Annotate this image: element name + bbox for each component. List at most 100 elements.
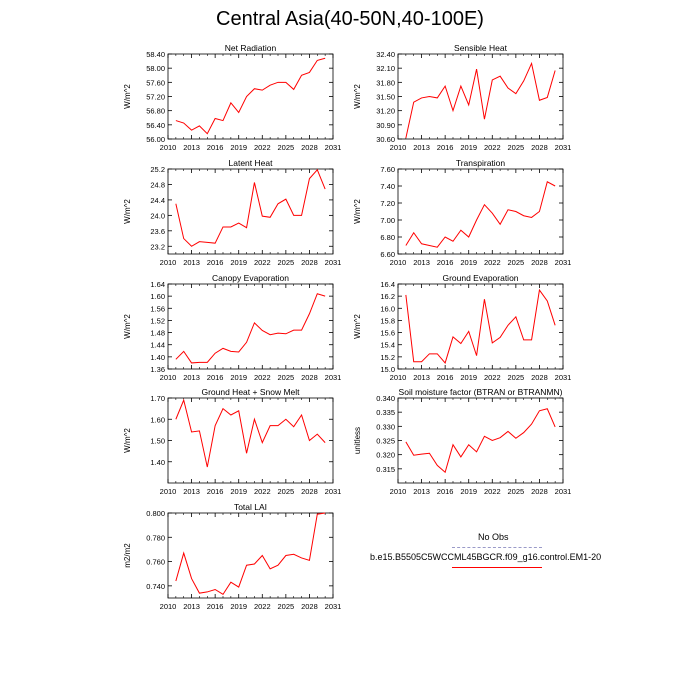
panel-9-series-line (175, 512, 326, 596)
panel-9-frame (167, 512, 334, 599)
panel-7-ytick-label: 1.60 (150, 415, 165, 424)
panel-3-series-line (175, 168, 326, 247)
panel-8-xtick-label: 2022 (484, 487, 501, 496)
panel-6-ytick-label: 16.2 (380, 292, 395, 301)
panel-4-ytick-label: 7.40 (380, 182, 395, 191)
panel-8-ytick-label: 0.325 (376, 437, 395, 446)
panel-6-frame (397, 283, 564, 370)
panel-6-xtick-label: 2019 (460, 373, 477, 382)
panel-8-series-line (405, 408, 556, 474)
panel-1-ytick-label: 56.00 (146, 135, 165, 144)
panel-3-xtick-label: 2022 (254, 258, 271, 267)
panel-5-ytick-label: 1.64 (150, 280, 165, 289)
panel-7-ytick-label: 1.40 (150, 458, 165, 467)
panel-6-title: Ground Evaporation (442, 273, 518, 283)
panel-5-xtick-label: 2031 (325, 373, 342, 382)
panel-2-ytick-label: 31.80 (376, 78, 395, 87)
panel-9-ytick-label: 0.740 (146, 582, 165, 591)
panel-7-ylabel: W/m^2 (123, 428, 132, 453)
panel-7-xtick-label: 2022 (254, 487, 271, 496)
panel-6-xtick-label: 2025 (508, 373, 525, 382)
panel-8-frame (397, 397, 564, 484)
panel-5-xtick-label: 2028 (301, 373, 318, 382)
panel-4-title: Transpiration (456, 158, 506, 168)
panel-9-title: Total LAI (234, 502, 267, 512)
panel-2-ytick-label: 31.50 (376, 93, 395, 102)
legend-model-label: b.e15.B5505C5WCCML45BGCR.f09_g16.control… (370, 552, 602, 562)
panel-2-ylabel: W/m^2 (353, 84, 362, 109)
panel-3-ytick-label: 23.6 (150, 227, 165, 236)
panel-1-ytick-label: 58.00 (146, 64, 165, 73)
panel-1-title: Net Radiation (225, 43, 277, 53)
panel-6-ytick-label: 16.0 (380, 304, 395, 313)
panel-6-ytick-label: 16.4 (380, 280, 395, 289)
panel-6-xtick-label: 2010 (390, 373, 407, 382)
panel-5-frame (167, 283, 334, 370)
legend-obs-label: No Obs (478, 532, 509, 542)
panel-1-frame (167, 53, 334, 140)
panel-2-xtick-label: 2013 (413, 143, 430, 152)
panel-7-xtick-label: 2010 (160, 487, 177, 496)
panel-7-xtick-label: 2031 (325, 487, 342, 496)
figure-title: Central Asia(40-50N,40-100E) (216, 8, 484, 30)
panel-2-title: Sensible Heat (454, 43, 508, 53)
panel-1-ytick-label: 57.60 (146, 78, 165, 87)
panel-9-ytick-label: 0.800 (146, 509, 165, 518)
panel-1-xtick-label: 2022 (254, 143, 271, 152)
panel-6-ytick-label: 15.6 (380, 329, 395, 338)
panel-4-ytick-label: 6.60 (380, 250, 395, 259)
panel-5-ytick-label: 1.56 (150, 304, 165, 313)
panel-4-xtick-label: 2016 (437, 258, 454, 267)
panel-2-xtick-label: 2025 (508, 143, 525, 152)
panel-5-xtick-label: 2013 (183, 373, 200, 382)
legend-model-line (452, 567, 542, 568)
panel-5-series-line (175, 293, 326, 364)
panel-8-xtick-label: 2028 (531, 487, 548, 496)
panel-3-xtick-label: 2028 (301, 258, 318, 267)
panel-4-series-line (405, 181, 556, 248)
panel-8-xtick-label: 2019 (460, 487, 477, 496)
panel-7-frame (167, 397, 334, 484)
panel-6-ytick-label: 15.8 (380, 316, 395, 325)
panel-8-xtick-label: 2013 (413, 487, 430, 496)
legend-obs-line (452, 547, 542, 548)
panel-8-ytick-label: 0.315 (376, 465, 395, 474)
panel-8-xtick-label: 2016 (437, 487, 454, 496)
panel-6-xtick-label: 2031 (555, 373, 572, 382)
panel-6-xtick-label: 2016 (437, 373, 454, 382)
panel-1-ytick-label: 57.20 (146, 93, 165, 102)
panel-8-title: Soil moisture factor (BTRAN or BTRANMN) (399, 387, 563, 397)
panel-1-xtick-label: 2025 (278, 143, 295, 152)
panel-9-xtick-label: 2025 (278, 602, 295, 611)
panel-5-ytick-label: 1.48 (150, 329, 165, 338)
panel-5-ytick-label: 1.36 (150, 365, 165, 374)
panel-2-series-line (405, 61, 556, 139)
panel-3-frame (167, 168, 334, 255)
panel-7-xtick-label: 2019 (230, 487, 247, 496)
panel-6-xtick-label: 2028 (531, 373, 548, 382)
panel-2-ytick-label: 32.10 (376, 64, 395, 73)
panel-5-ytick-label: 1.44 (150, 341, 165, 350)
panel-9-xtick-label: 2013 (183, 602, 200, 611)
panel-3-ylabel: W/m^2 (123, 199, 132, 224)
panel-9-ytick-label: 0.780 (146, 533, 165, 542)
panel-3-xtick-label: 2031 (325, 258, 342, 267)
panel-3-xtick-label: 2013 (183, 258, 200, 267)
panel-9-xtick-label: 2019 (230, 602, 247, 611)
panel-9-xtick-label: 2010 (160, 602, 177, 611)
panel-5-xtick-label: 2019 (230, 373, 247, 382)
panel-2-xtick-label: 2016 (437, 143, 454, 152)
panel-4-frame (397, 168, 564, 255)
panel-3-ytick-label: 25.2 (150, 165, 165, 174)
panel-5-xtick-label: 2025 (278, 373, 295, 382)
panel-9-ytick-label: 0.760 (146, 558, 165, 567)
panel-4-ytick-label: 7.20 (380, 199, 395, 208)
panel-5-ylabel: W/m^2 (123, 314, 132, 339)
panel-8-xtick-label: 2025 (508, 487, 525, 496)
panel-7-xtick-label: 2013 (183, 487, 200, 496)
panel-6-ytick-label: 15.2 (380, 353, 395, 362)
panel-4-ytick-label: 6.80 (380, 233, 395, 242)
panel-2-ytick-label: 30.90 (376, 121, 395, 130)
panel-2-xtick-label: 2010 (390, 143, 407, 152)
